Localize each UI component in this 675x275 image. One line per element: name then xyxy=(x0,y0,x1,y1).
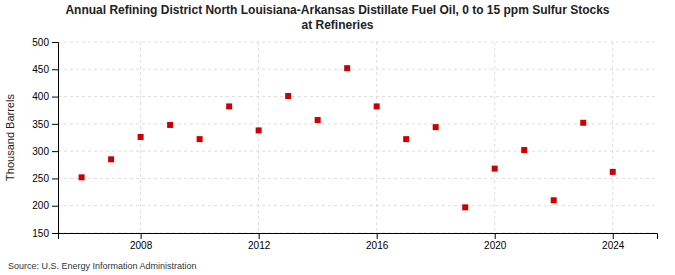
point xyxy=(226,103,232,109)
point xyxy=(167,122,173,128)
x-tick-mark xyxy=(259,233,260,239)
x-tick-mark xyxy=(613,233,614,239)
point xyxy=(551,197,557,203)
y-tick: 300 xyxy=(32,146,58,157)
y-tick-label: 300 xyxy=(32,146,49,157)
y-tick-label: 450 xyxy=(32,64,49,75)
title-line: Annual Refining District North Louisiana… xyxy=(65,3,609,17)
x-tick: 2024 xyxy=(602,233,625,251)
grid-line-y xyxy=(58,96,657,97)
point xyxy=(79,174,85,180)
x-tick-label: 2016 xyxy=(366,240,389,251)
y-tick-mark xyxy=(52,97,58,98)
grid-line-y xyxy=(58,151,657,152)
points xyxy=(79,65,616,210)
plot: 2008 2012 2016 2020 2024 150 200 250 300 350 400 45… xyxy=(32,37,657,251)
y-tick: 450 xyxy=(32,64,58,75)
grid xyxy=(58,42,657,233)
y-tick: 250 xyxy=(32,173,58,184)
y-tick-label: 200 xyxy=(32,200,49,211)
grid-line-x xyxy=(612,42,613,233)
title-line: at Refineries xyxy=(301,18,373,32)
y-tick-mark xyxy=(52,233,58,234)
point xyxy=(108,156,114,162)
y-axis: 150 200 250 300 350 400 450 500 xyxy=(32,37,58,239)
y-tick: 500 xyxy=(32,37,58,48)
y-axis-label: Thousand Barrels xyxy=(4,94,16,181)
x-tick: 2008 xyxy=(130,233,153,251)
point xyxy=(403,136,409,142)
point xyxy=(610,169,616,175)
y-tick-mark xyxy=(52,69,58,70)
y-tick: 350 xyxy=(32,119,58,130)
grid-line-x xyxy=(376,42,377,233)
x-tick-mark xyxy=(141,233,142,239)
y-tick: 200 xyxy=(32,200,58,211)
x-tick-mark xyxy=(377,233,378,239)
title: Annual Refining District North Louisiana… xyxy=(65,3,609,32)
x-axis-line xyxy=(59,234,658,240)
grid-line-y xyxy=(58,42,657,43)
x-tick-label: 2020 xyxy=(484,240,507,251)
point xyxy=(256,127,262,133)
point xyxy=(521,147,527,153)
grid-line-y xyxy=(58,205,657,206)
point xyxy=(433,124,439,130)
y-tick-label: 500 xyxy=(32,37,49,48)
y-tick-mark xyxy=(52,151,58,152)
grid-line-y xyxy=(58,123,657,124)
x-tick: 2020 xyxy=(484,233,507,251)
chart-container: Annual Refining District North Louisiana… xyxy=(0,0,675,275)
grid-line-y xyxy=(58,178,657,179)
point xyxy=(138,134,144,140)
point xyxy=(344,65,350,71)
point xyxy=(492,166,498,172)
point xyxy=(315,117,321,123)
x-axis: 2008 2012 2016 2020 2024 xyxy=(59,233,658,251)
y-tick-label: 150 xyxy=(32,228,49,239)
source: Source: U.S. Energy Information Administ… xyxy=(8,261,197,271)
grid-line-x xyxy=(258,42,259,233)
grid-line-y xyxy=(58,69,657,70)
point xyxy=(462,204,468,210)
y-tick: 400 xyxy=(32,91,58,102)
y-tick-mark xyxy=(52,124,58,125)
y-tick-label: 400 xyxy=(32,91,49,102)
y-tick-mark xyxy=(52,206,58,207)
y-tick: 150 xyxy=(32,228,58,239)
y-axis-line xyxy=(52,43,59,234)
y-tick-mark xyxy=(52,42,58,43)
point xyxy=(374,103,380,109)
chart-svg: Annual Refining District North Louisiana… xyxy=(0,0,675,275)
y-tick-mark xyxy=(52,178,58,179)
x-tick-label: 2012 xyxy=(248,240,271,251)
x-tick: 2016 xyxy=(366,233,389,251)
y-tick-label: 350 xyxy=(32,119,49,130)
grid-line-x xyxy=(494,42,495,233)
x-tick-mark xyxy=(495,233,496,239)
x-tick: 2012 xyxy=(248,233,271,251)
point xyxy=(197,136,203,142)
x-tick-label: 2024 xyxy=(602,240,625,251)
y-tick-label: 250 xyxy=(32,173,49,184)
point xyxy=(285,93,291,99)
x-tick-label: 2008 xyxy=(130,240,153,251)
point xyxy=(580,120,586,126)
